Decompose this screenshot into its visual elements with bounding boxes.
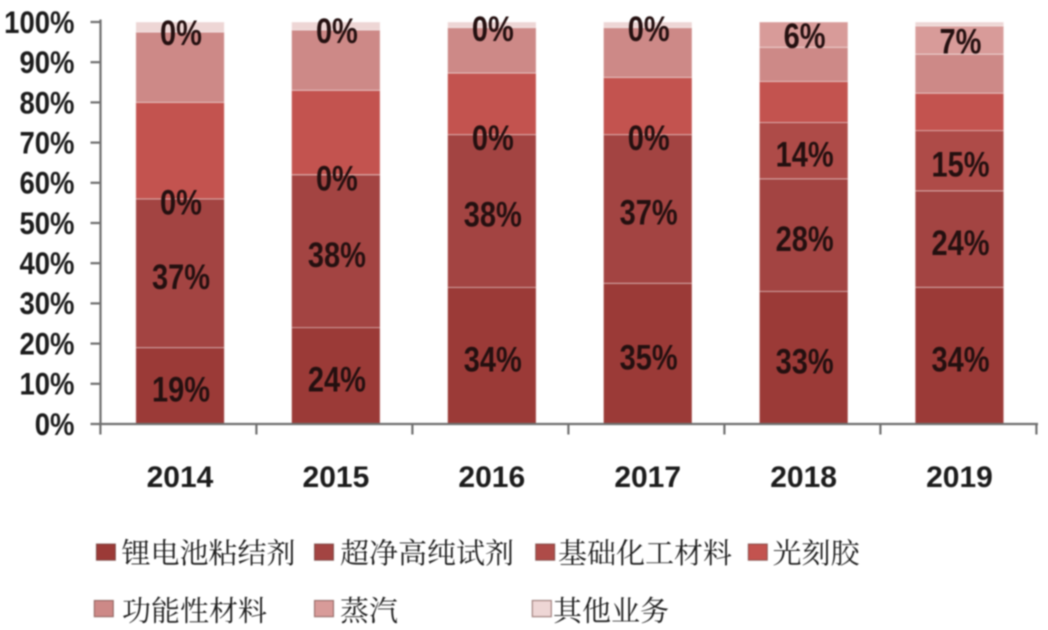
svg-text:24%: 24% xyxy=(931,223,989,262)
svg-text:0%: 0% xyxy=(316,12,358,51)
svg-text:90%: 90% xyxy=(19,45,74,80)
svg-text:2019: 2019 xyxy=(926,461,993,494)
svg-text:80%: 80% xyxy=(19,85,74,120)
svg-text:60%: 60% xyxy=(19,166,74,201)
svg-text:0%: 0% xyxy=(472,9,514,48)
svg-text:19%: 19% xyxy=(152,370,210,409)
svg-text:10%: 10% xyxy=(19,367,74,402)
svg-text:0%: 0% xyxy=(160,183,202,222)
svg-text:70%: 70% xyxy=(19,126,74,161)
svg-text:28%: 28% xyxy=(776,219,834,258)
svg-text:0%: 0% xyxy=(472,119,514,158)
svg-text:34%: 34% xyxy=(931,340,989,379)
svg-text:33%: 33% xyxy=(776,342,834,381)
svg-text:2016: 2016 xyxy=(458,461,525,494)
svg-text:2018: 2018 xyxy=(770,461,837,494)
svg-text:37%: 37% xyxy=(620,193,678,232)
svg-text:35%: 35% xyxy=(620,338,678,377)
svg-text:15%: 15% xyxy=(931,145,989,184)
svg-text:100%: 100% xyxy=(4,5,74,40)
svg-text:0%: 0% xyxy=(628,9,670,48)
svg-text:50%: 50% xyxy=(19,206,74,241)
svg-text:2015: 2015 xyxy=(303,461,370,494)
svg-text:34%: 34% xyxy=(464,340,522,379)
svg-text:14%: 14% xyxy=(776,135,834,174)
svg-text:37%: 37% xyxy=(152,257,210,296)
svg-text:0%: 0% xyxy=(160,14,202,53)
svg-text:0%: 0% xyxy=(628,119,670,158)
svg-text:2017: 2017 xyxy=(614,461,681,494)
svg-text:0%: 0% xyxy=(316,159,358,198)
svg-text:40%: 40% xyxy=(19,246,74,281)
svg-text:30%: 30% xyxy=(19,286,74,321)
svg-text:38%: 38% xyxy=(464,195,522,234)
svg-text:2014: 2014 xyxy=(147,461,214,494)
svg-text:20%: 20% xyxy=(19,327,74,362)
svg-text:0%: 0% xyxy=(35,407,75,442)
svg-text:24%: 24% xyxy=(308,360,366,399)
svg-text:7%: 7% xyxy=(940,22,982,61)
svg-text:38%: 38% xyxy=(308,235,366,274)
svg-text:6%: 6% xyxy=(784,16,826,55)
